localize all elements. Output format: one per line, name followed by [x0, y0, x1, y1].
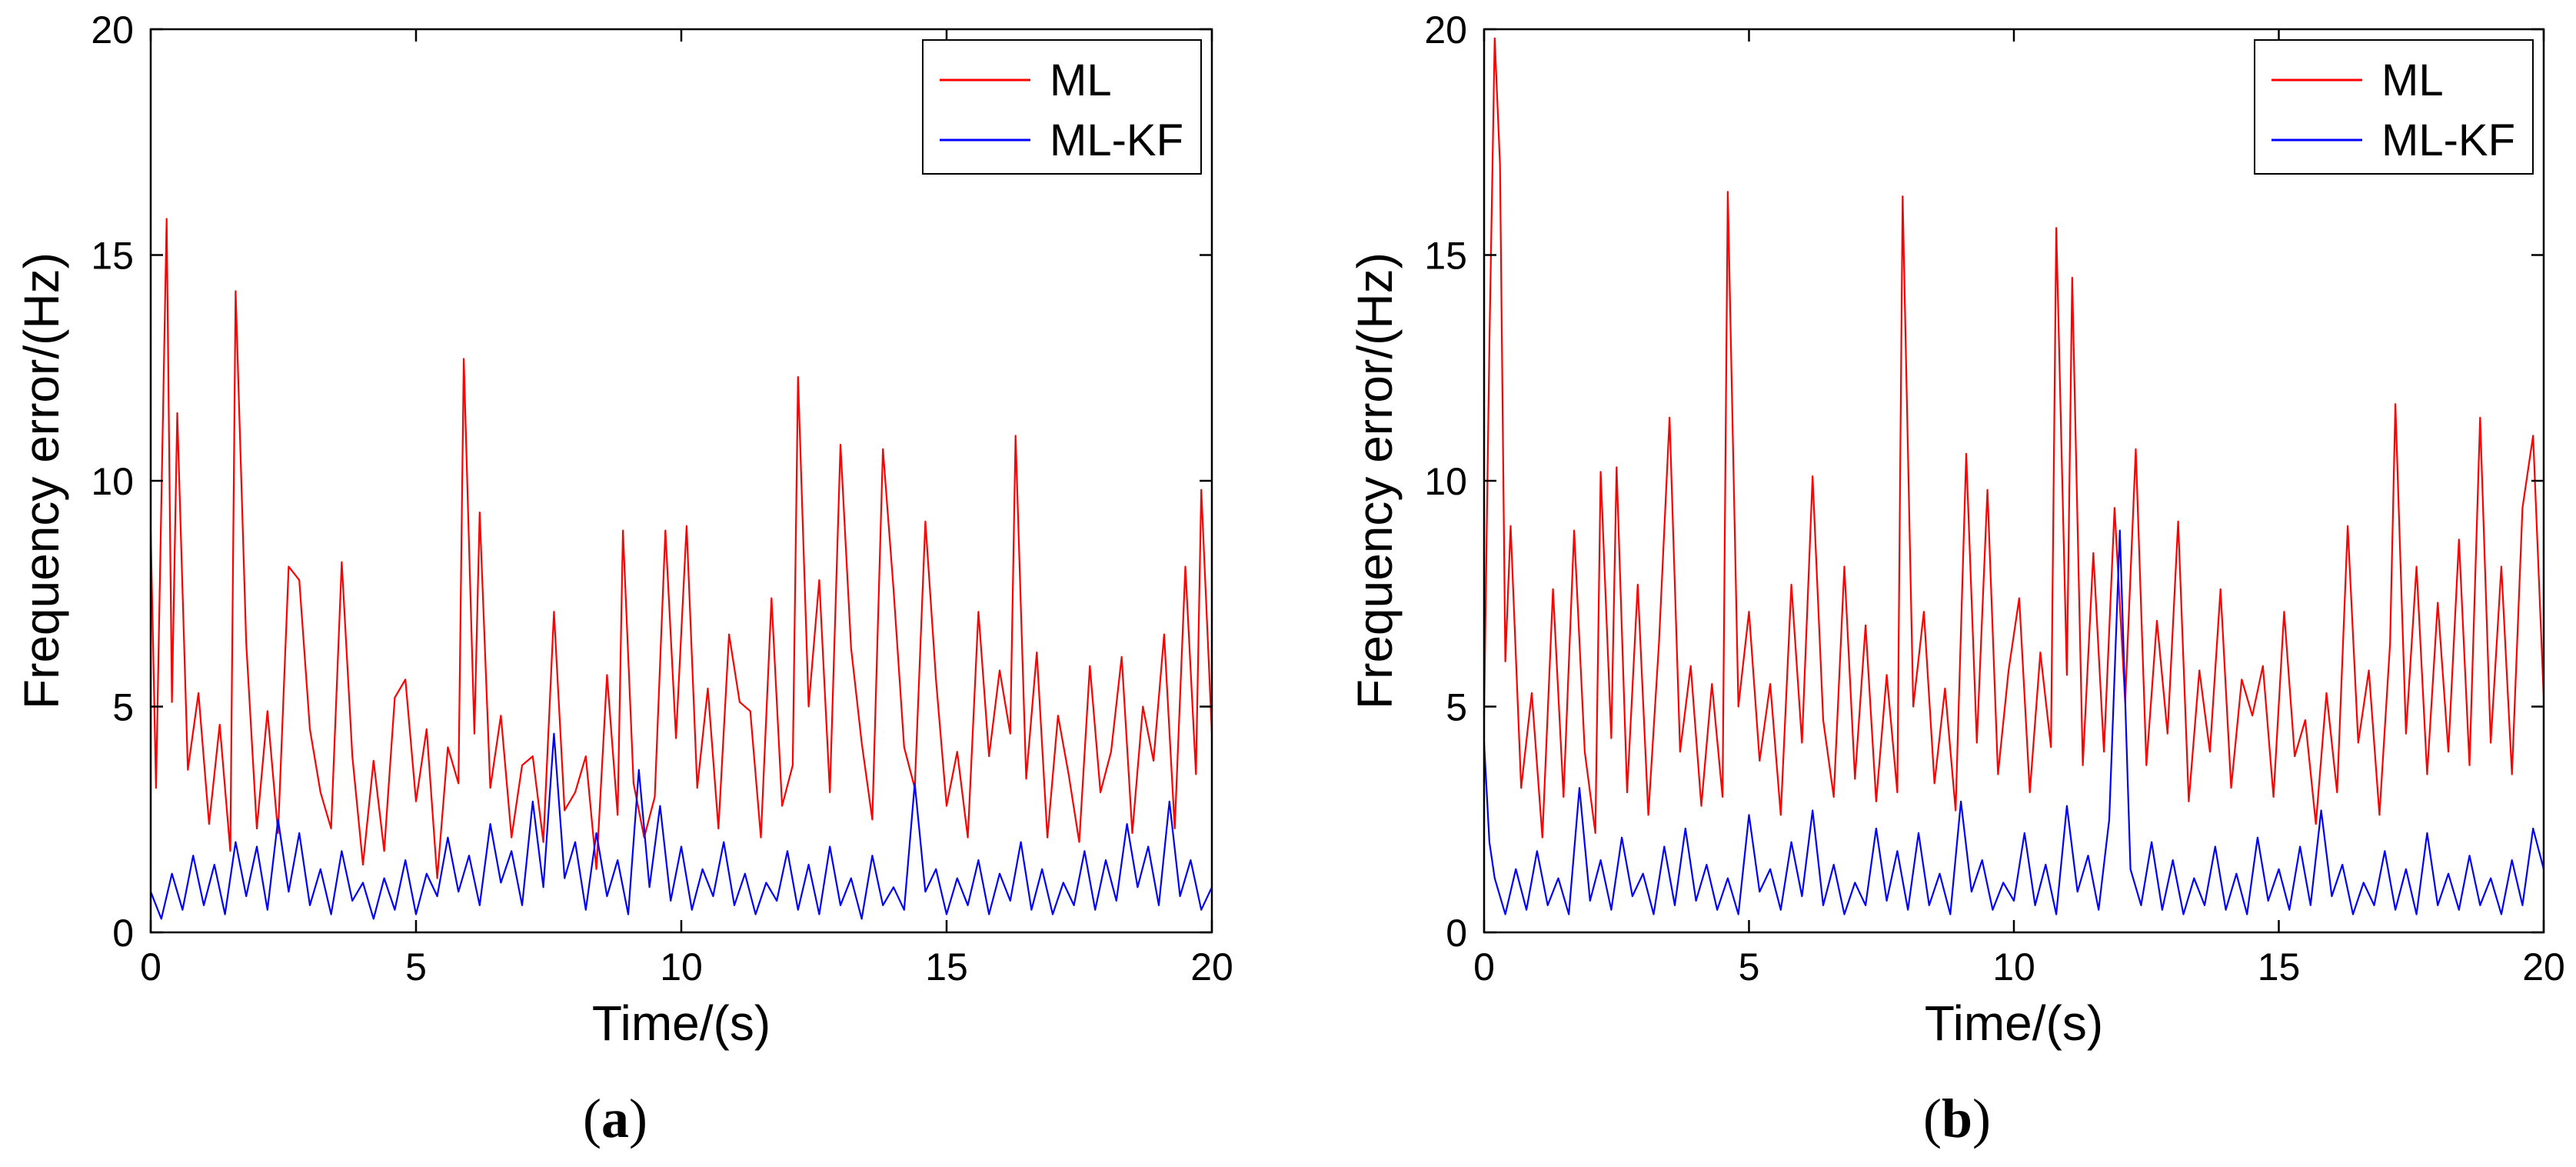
panel-caption: (a) [583, 1088, 647, 1149]
y-tick-label: 5 [1446, 686, 1467, 729]
caption-letter: b [1942, 1088, 1972, 1149]
caption-open-paren: ( [583, 1088, 601, 1149]
plot-area [151, 29, 1212, 932]
caption-letter: a [601, 1088, 629, 1149]
legend-label-ml: ML [2381, 55, 2444, 105]
y-axis-label: Frequency error/(Hz) [1347, 252, 1403, 709]
y-tick-label: 15 [1424, 235, 1467, 278]
series-line-ml-kf [1483, 529, 2545, 915]
chart-panel-a: 0 5 10 15 20 0 5 10 15 20 Time/(s) Frequency error/… [14, 8, 1233, 1149]
y-tick-label: 20 [1424, 8, 1467, 52]
legend-label-ml-kf: ML-KF [1050, 115, 1183, 165]
caption-close-paren: ) [1972, 1088, 1991, 1149]
x-tick-label: 5 [405, 945, 427, 989]
series-line-ml-kf [149, 732, 1213, 920]
panel-caption: (b) [1923, 1088, 1991, 1149]
x-tick-label: 0 [1473, 945, 1495, 989]
y-tick-label: 0 [112, 912, 134, 955]
legend-label-ml: ML [1050, 55, 1112, 105]
x-tick-label: 20 [2522, 945, 2565, 989]
chart-panel-b: 0 5 10 15 20 0 5 10 15 20 Time/(s) Frequency error/… [1347, 8, 2565, 1149]
caption-close-paren: ) [629, 1088, 647, 1149]
caption-open-paren: ( [1923, 1088, 1942, 1149]
x-axis-label: Time/(s) [1925, 995, 2103, 1051]
x-tick-label: 15 [925, 945, 968, 989]
legend-box [922, 39, 1202, 175]
y-tick-label: 0 [1446, 912, 1467, 955]
y-tick-label: 5 [112, 686, 134, 729]
x-tick-label: 15 [2258, 945, 2301, 989]
x-axis-label: Time/(s) [592, 995, 770, 1051]
legend: ML ML-KF [922, 39, 1202, 175]
x-tick-label: 0 [140, 945, 161, 989]
series-line-ml [149, 218, 1213, 879]
y-tick-label: 15 [91, 235, 134, 278]
plot-area [1484, 29, 2544, 932]
y-axis-label: Frequency error/(Hz) [14, 252, 69, 709]
legend-label-ml-kf: ML-KF [2381, 115, 2515, 165]
y-tick-label: 10 [91, 460, 134, 503]
x-tick-label: 10 [1992, 945, 2035, 989]
x-tick-label: 5 [1739, 945, 1760, 989]
legend: ML ML-KF [2254, 39, 2534, 175]
series-line-ml [1483, 37, 2545, 839]
y-tick-label: 10 [1424, 460, 1467, 503]
y-tick-label: 20 [91, 8, 134, 52]
x-tick-label: 20 [1190, 945, 1233, 989]
x-tick-label: 10 [660, 945, 703, 989]
legend-box [2254, 39, 2534, 175]
